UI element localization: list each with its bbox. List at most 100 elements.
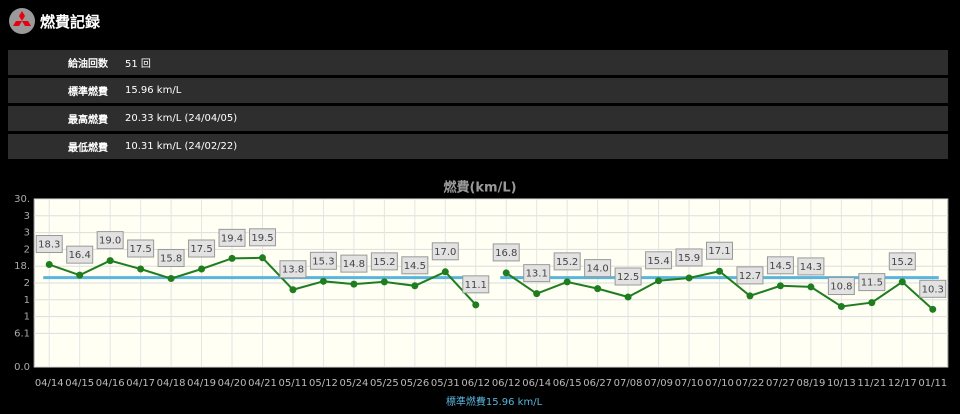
data-label: 15.4 — [647, 256, 669, 267]
stat-label: 給油回数 — [68, 59, 108, 70]
point — [380, 278, 388, 286]
x-tick-label: 05/25 — [370, 378, 399, 389]
label-box — [66, 245, 94, 264]
data-label: 15.2 — [891, 257, 913, 268]
data-label: 13.8 — [282, 265, 304, 276]
y-tick-label: 1 — [24, 295, 30, 306]
logo — [9, 8, 35, 34]
label-box — [96, 231, 124, 250]
point — [319, 277, 327, 285]
stat-label: 最高燃費 — [68, 115, 108, 126]
data-label: 14.8 — [343, 259, 365, 270]
stats: 給油回数 51 回標準燃費 15.96 km/L 最高燃費 20.33 km/L (24… — [8, 50, 948, 162]
label-box — [766, 256, 794, 275]
data-label: 15.8 — [160, 254, 182, 265]
data-label: 15.9 — [678, 253, 700, 264]
x-tick-label: 08/19 — [796, 378, 825, 389]
point — [45, 261, 53, 269]
x-tick-label: 04/15 — [65, 378, 94, 389]
x-tick-label: 04/20 — [218, 378, 247, 389]
x-tick-label: 07/10 — [675, 378, 704, 389]
y-tick-label: 2 — [24, 278, 30, 289]
stat-label: 標準燃費 — [68, 87, 108, 98]
x-tick-label: 06/15 — [553, 378, 582, 389]
label-box — [736, 266, 764, 285]
point — [472, 301, 480, 309]
x-tick-label: 04/19 — [187, 378, 216, 389]
label-box — [157, 249, 185, 268]
point — [228, 254, 236, 262]
point — [76, 271, 84, 279]
data-label: 11.1 — [465, 280, 487, 291]
label-box — [645, 251, 673, 270]
data-label: 11.5 — [861, 278, 883, 289]
stat-row: 最低燃費 10.31 km/L (24/02/22) — [8, 134, 948, 159]
x-tick-label: 10/13 — [827, 378, 856, 389]
label-box — [888, 252, 916, 271]
point — [746, 292, 754, 300]
x-tick-label: 04/21 — [248, 378, 277, 389]
point — [106, 257, 114, 265]
point — [441, 268, 449, 276]
label-box — [584, 259, 612, 278]
x-tick-label: 07/10 — [705, 378, 734, 389]
label-box — [35, 235, 63, 254]
stat-value: 51 回 — [125, 59, 151, 70]
x-tick-label: 07/22 — [736, 378, 765, 389]
x-tick-label: 06/12 — [492, 378, 521, 389]
y-tick-label: 3 — [24, 211, 30, 222]
label-box — [188, 239, 216, 258]
stat-value: 10.31 km/L (24/02/22) — [125, 141, 238, 152]
point — [563, 278, 571, 286]
point — [685, 274, 693, 282]
x-tick-label: 05/26 — [400, 378, 429, 389]
data-label: 17.5 — [130, 244, 152, 255]
label-box — [492, 243, 520, 262]
data-label: 17.5 — [190, 244, 212, 255]
x-tick-label: 11/21 — [857, 378, 886, 389]
data-label: 18.3 — [38, 240, 60, 251]
point — [624, 293, 632, 301]
data-label: 10.3 — [922, 284, 944, 295]
data-label: 10.8 — [830, 282, 852, 293]
point — [716, 267, 723, 275]
x-tick-label: 07/09 — [644, 378, 673, 389]
data-label: 15.3 — [312, 256, 334, 267]
data-label: 15.2 — [373, 257, 395, 268]
point — [350, 280, 358, 288]
data-label: 12.7 — [739, 271, 761, 282]
stat-value: 15.96 km/L — [125, 85, 182, 96]
y-tick-label: 1 — [24, 312, 30, 323]
x-tick-label: 04/14 — [35, 378, 64, 389]
label-box — [370, 252, 398, 271]
x-tick-label: 04/16 — [96, 378, 125, 389]
x-tick-label: 05/24 — [339, 378, 368, 389]
label-box — [127, 239, 155, 258]
point — [198, 265, 206, 273]
data-label: 17.0 — [434, 247, 456, 258]
point — [868, 299, 876, 307]
point — [167, 275, 175, 283]
x-tick-label: 01/11 — [918, 378, 947, 389]
stat-row: 標準燃費 15.96 km/L — [8, 78, 948, 103]
point — [929, 305, 937, 313]
point — [837, 303, 845, 311]
data-label: 14.3 — [800, 262, 822, 273]
y-tick-label: 3 — [24, 228, 30, 239]
label-box — [523, 264, 551, 283]
x-tick-label: 07/08 — [614, 378, 643, 389]
y-tick-label: 6.1 — [14, 328, 30, 339]
stat-row: 給油回数 51 回 — [8, 50, 948, 75]
point — [655, 277, 663, 285]
point — [502, 269, 510, 277]
label-box — [401, 256, 429, 275]
point — [289, 286, 297, 294]
data-label: 19.0 — [99, 236, 121, 247]
label-box — [858, 273, 886, 292]
x-tick-label: 06/12 — [461, 378, 490, 389]
label-box — [340, 254, 368, 273]
label-box — [919, 279, 947, 298]
x-tick-label: 04/18 — [157, 378, 186, 389]
